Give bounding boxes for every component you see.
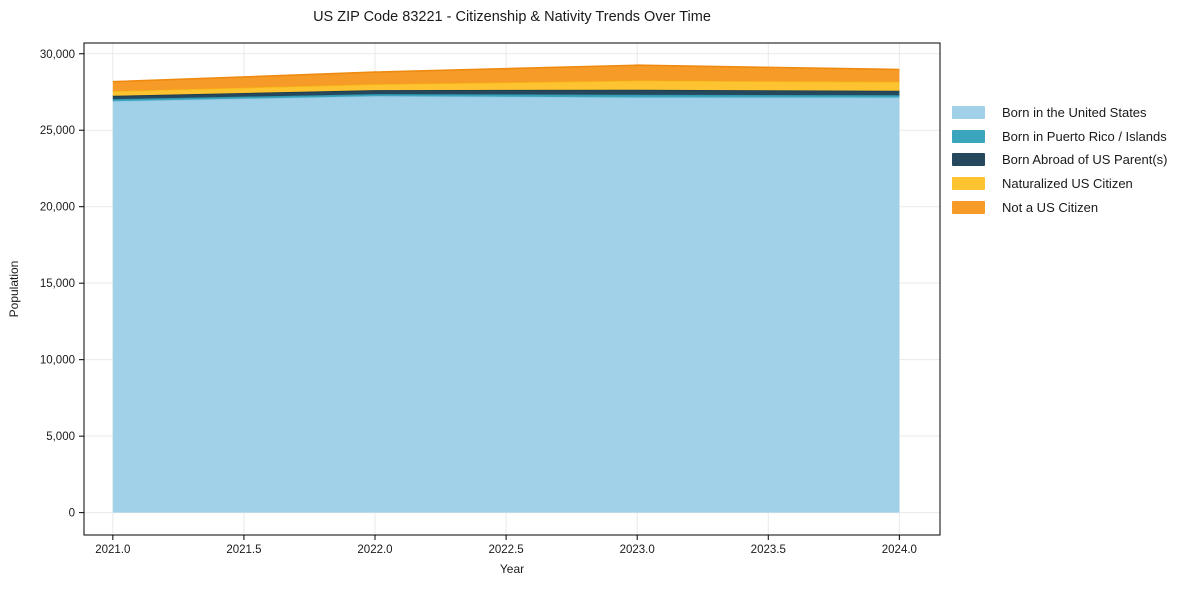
area-series-4	[112, 65, 900, 92]
x-tick-label: 2022.5	[489, 544, 524, 556]
area-series-0	[112, 96, 900, 513]
legend-item-3: Naturalized US Citizen	[952, 172, 1167, 196]
legend-item-4: Not a US Citizen	[952, 195, 1167, 219]
legend-item-1: Born in Puerto Rico / Islands	[952, 125, 1167, 149]
x-axis-label: Year	[499, 562, 525, 576]
legend: Born in the United States Born in Puerto …	[952, 101, 1167, 219]
area-edge-series-4	[112, 64, 900, 83]
legend-label: Not a US Citizen	[1002, 199, 1099, 215]
y-tick-label: 20,000	[40, 202, 75, 214]
legend-label: Born Abroad of US Parent(s)	[1002, 152, 1168, 168]
x-tick-label: 2021.5	[226, 544, 261, 556]
chart-title: US ZIP Code 83221 - Citizenship & Nativi…	[313, 9, 711, 25]
x-tick-label: 2024.0	[882, 544, 917, 556]
y-tick-label: 30,000	[40, 49, 75, 61]
y-tick-label: 15,000	[40, 278, 75, 290]
x-tick-label: 2021.0	[95, 544, 130, 556]
area-series-3	[112, 80, 900, 96]
plot-border	[83, 42, 941, 536]
y-tick-label: 25,000	[40, 125, 75, 137]
y-tick-label: 0	[69, 508, 75, 520]
legend-label: Born in Puerto Rico / Islands	[1002, 128, 1167, 144]
legend-item-2: Born Abroad of US Parent(s)	[952, 148, 1167, 172]
legend-item-0: Born in the United States	[952, 101, 1167, 125]
legend-swatch	[952, 200, 985, 214]
legend-swatch	[952, 177, 985, 191]
legend-swatch	[952, 153, 985, 167]
legend-label: Naturalized US Citizen	[1002, 176, 1133, 192]
x-tick-label: 2022.0	[357, 544, 392, 556]
y-axis-label: Population	[7, 260, 21, 318]
legend-label: Born in the United States	[1002, 105, 1147, 121]
y-tick-label: 10,000	[40, 355, 75, 367]
legend-swatch	[952, 106, 985, 120]
x-tick-label: 2023.0	[620, 544, 655, 556]
y-tick-label: 5,000	[46, 431, 75, 443]
x-tick-label: 2023.5	[751, 544, 786, 556]
legend-swatch	[952, 129, 985, 143]
